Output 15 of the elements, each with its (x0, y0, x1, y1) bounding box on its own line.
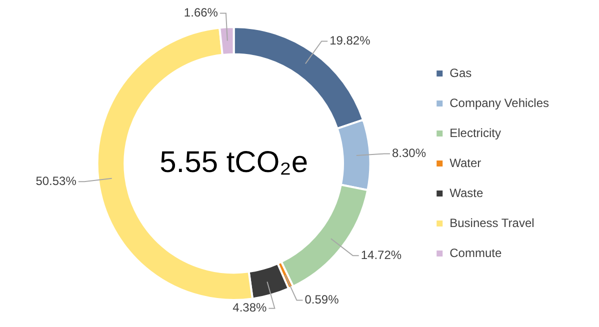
data-label: 8.30% (392, 146, 426, 160)
data-label: 4.38% (232, 300, 268, 315)
legend-label: Water (450, 156, 482, 170)
data-label: 0.59% (304, 292, 340, 307)
data-label: 19.82% (330, 34, 371, 48)
data-label: 50.53% (36, 174, 77, 188)
data-label: 14.72% (360, 248, 402, 262)
legend-label: Company Vehicles (450, 96, 550, 110)
data-label: 1.66% (184, 6, 218, 20)
legend-label: Commute (450, 246, 502, 260)
legend-label: Waste (450, 186, 484, 200)
legend-label: Business Travel (450, 216, 534, 230)
legend-label: Electricity (450, 126, 501, 140)
legend-label: Gas (450, 66, 472, 80)
text: 5.55 tCO₂e (160, 146, 308, 179)
